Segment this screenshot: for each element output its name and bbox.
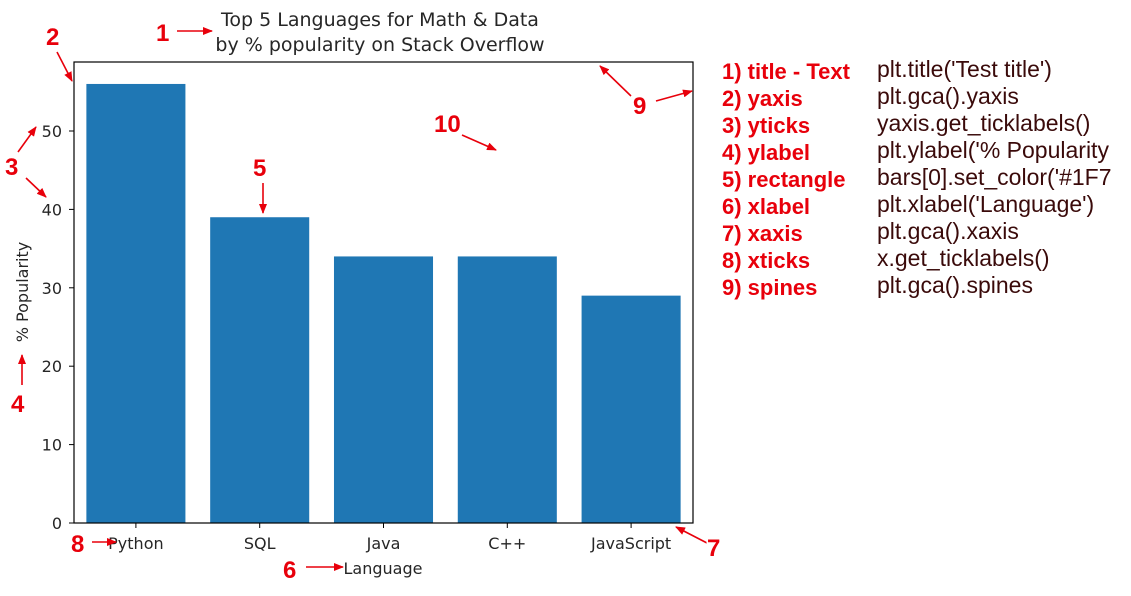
- annotation-4: 4: [11, 391, 25, 418]
- component-legend: 1) title - Text plt.title('Test title') 2)…: [721, 55, 1113, 302]
- spine-frame: [73, 61, 694, 524]
- annotation-5: 5: [253, 155, 266, 182]
- legend-label-5: 5) rectangle: [722, 167, 846, 192]
- bar-python: [86, 83, 186, 523]
- annotation-6: 6: [283, 557, 296, 584]
- chart-title-line-2: by % popularity on Stack Overflow: [215, 34, 544, 56]
- legend-code-1: plt.title('Test title'): [877, 56, 1052, 82]
- legend-label-7: 7) xaxis: [722, 221, 803, 246]
- spines: [73, 61, 694, 524]
- x-axis-label: Language: [344, 559, 423, 578]
- annotation-7: 7: [707, 535, 720, 562]
- bar-java: [333, 256, 434, 523]
- annotation-10: 10: [434, 111, 461, 138]
- legend-label-1: 1) title - Text: [722, 59, 851, 84]
- legend-code-7: plt.gca().xaxis: [877, 218, 1019, 244]
- legend-label-9: 9) spines: [722, 275, 817, 300]
- x-tick-label: Java: [366, 534, 401, 553]
- legend-label-4: 4) ylabel: [722, 140, 810, 165]
- legend-code-5: bars[0].set_color('#1F7: [877, 164, 1112, 190]
- arrow-3a: [17, 126, 37, 153]
- bar-c-: [457, 256, 557, 523]
- legend-code-8: x.get_ticklabels(): [877, 245, 1050, 271]
- annotation-8: 8: [71, 531, 84, 558]
- x-tick-label: SQL: [244, 534, 276, 553]
- x-axis: Python SQL Java C++ JavaScript: [108, 523, 671, 553]
- legend-label-3: 3) yticks: [722, 113, 810, 138]
- legend-code-2: plt.gca().yaxis: [877, 83, 1019, 109]
- y-tick-label: 40: [42, 200, 62, 219]
- x-tick-label: C++: [488, 534, 526, 553]
- arrow-10: [461, 134, 497, 151]
- bar-sql: [210, 217, 310, 524]
- x-tick-label: Python: [108, 534, 163, 553]
- legend-label-2: 2) yaxis: [722, 86, 803, 111]
- annotation-9: 9: [633, 93, 646, 120]
- legend-code-6: plt.xlabel('Language'): [877, 191, 1094, 217]
- legend-label-8: 8) xticks: [722, 248, 810, 273]
- y-axis-label: % Popularity: [13, 242, 32, 342]
- annotation-3: 3: [5, 154, 18, 181]
- chart-title-line-1: Top 5 Languages for Math & Data: [220, 9, 539, 31]
- y-tick-label: 20: [42, 357, 62, 376]
- bars-group: [86, 83, 681, 524]
- arrow-9a: [599, 65, 632, 97]
- annotation-numbers: 1 2 3 4 5 6 7 8 9 10: [4, 19, 722, 586]
- arrow-9b: [655, 89, 693, 102]
- y-axis: 0 10 20 30 40 50: [42, 122, 74, 533]
- annotation-2: 2: [46, 24, 59, 51]
- y-tick-label: 0: [52, 514, 62, 533]
- y-tick-label: 10: [42, 436, 62, 455]
- annotation-1: 1: [156, 20, 169, 47]
- arrow-2: [56, 51, 73, 82]
- arrow-3b: [25, 177, 47, 198]
- y-tick-label: 30: [42, 279, 62, 298]
- plot-area: 0 10 20 30 40 50 Python SQL Java C++ JavaScript: [42, 61, 694, 553]
- chart-title: Top 5 Languages for Math & Data by % popu…: [215, 9, 544, 56]
- legend-code-4: plt.ylabel('% Popularity: [877, 137, 1109, 163]
- legend-code-3: yaxis.get_ticklabels(): [877, 110, 1090, 136]
- x-tick-label: JavaScript: [590, 534, 671, 553]
- bar-javascript: [581, 295, 681, 523]
- annotation-arrows: [17, 27, 708, 571]
- y-tick-label: 50: [42, 122, 62, 141]
- legend-label-6: 6) xlabel: [722, 194, 810, 219]
- legend-code-9: plt.gca().spines: [877, 272, 1033, 298]
- arrow-7: [675, 526, 708, 544]
